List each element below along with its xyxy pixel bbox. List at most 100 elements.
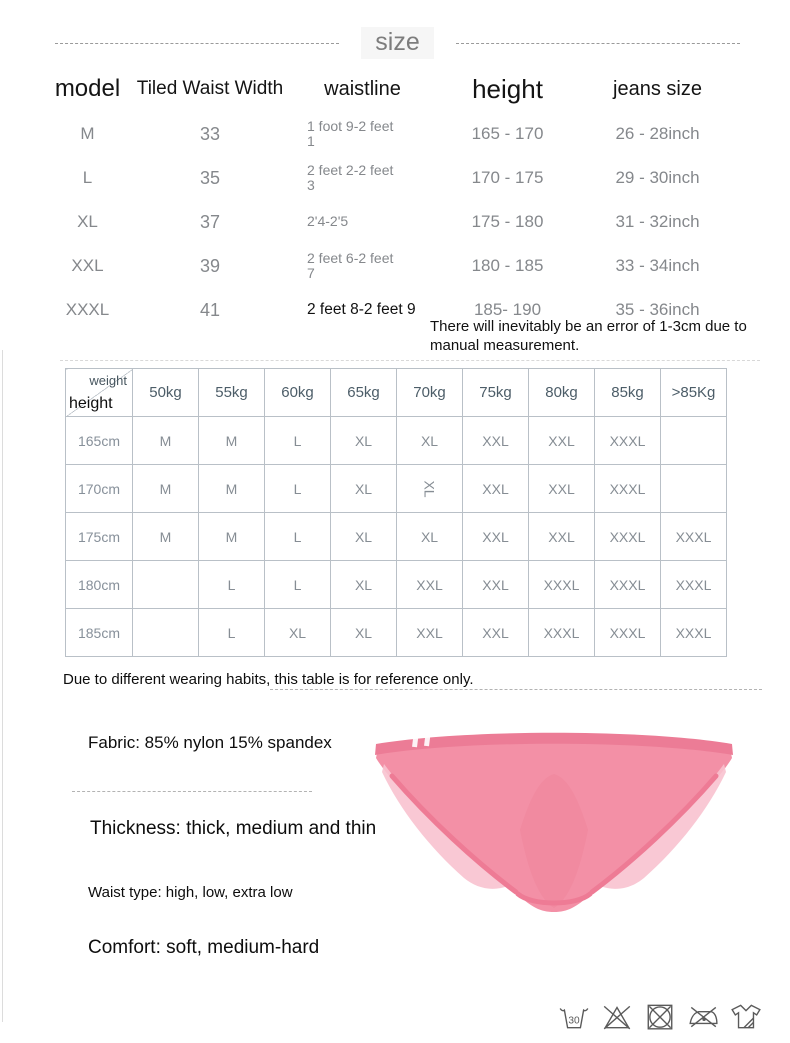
weight-height-matrix-table: weight height 50kg 55kg 60kg 65kg 70kg 75kg 80… [65,368,727,657]
matrix-size-cell: M [198,464,265,513]
care-instructions: 30 [558,1000,762,1032]
matrix-size-cell: XXXL [528,608,595,657]
size-table-cell: 35 - 36inch [615,300,700,319]
size-table-cell: XXXL [65,300,110,319]
matrix-height-header: 175cm [65,512,133,561]
size-table-row: XL 37 2'4-2'5 175 - 180 31 - 32inch [40,200,740,244]
matrix-size-cell: XXL [396,560,463,609]
matrix-size-cell: XXL [528,512,595,561]
matrix-size-cell: XXL [396,608,463,657]
do-not-iron-icon [689,1006,718,1028]
matrix-size-cell: XXXL [660,512,727,561]
dashed-divider-left [55,42,340,44]
matrix-height-header: 180cm [65,560,133,609]
matrix-size-cell: XL [396,416,463,465]
size-table-cell: 175 - 180 [471,212,544,231]
size-table-cell: 2 feet 6-2 feet 7 [307,249,394,281]
matrix-weight-header: 75kg [462,368,529,417]
size-table: model Tiled Waist Width waistline height… [40,66,740,332]
size-table-row: XXXL 41 2 feet 8-2 feet 9 185- 190 35 - 36in… [40,288,740,332]
matrix-size-cell: XL [330,560,397,609]
matrix-size-cell: XXXL [660,608,727,657]
size-table-cell: 37 [199,211,221,232]
size-table-cell: 185- 190 [473,300,542,319]
do-not-bleach-icon [603,1005,631,1030]
measurement-error-note: There will inevitably be an error of 1-3… [430,318,747,354]
fabric-detail: Fabric: 85% nylon 15% spandex [88,733,332,752]
size-table-cell: 2'4-2'5 [307,213,349,230]
matrix-size-cell: XXL [462,560,529,609]
matrix-size-cell: XXXL [528,560,595,609]
corner-label-weight: weight [89,373,127,388]
size-table-row: M 33 1 foot 9-2 feet 1 165 - 170 26 - 28inch [40,112,740,156]
matrix-size-cell [132,560,199,609]
matrix-size-cell [660,416,727,465]
matrix-height-header: 185cm [65,608,133,657]
dashed-divider-right [455,42,740,44]
size-table-row: L 35 2 feet 2-2 feet 3 170 - 175 29 - 30inch [40,156,740,200]
size-table-cell: 2 feet 2-2 feet 3 [307,161,394,193]
garment-care-icon [731,1004,761,1029]
matrix-size-cell [660,464,727,513]
column-header-waistline: waistline [324,77,401,100]
matrix-size-cell: XL [396,464,463,513]
do-not-tumble-dry-icon [647,1004,673,1030]
matrix-weight-header: 70kg [396,368,463,417]
matrix-size-cell [132,608,199,657]
matrix-weight-header: 85kg [594,368,661,417]
matrix-size-cell: XL [330,608,397,657]
matrix-weight-header: 50kg [132,368,199,417]
size-table-cell: 170 - 175 [471,168,544,187]
matrix-size-cell: L [264,416,331,465]
size-table-cell: 29 - 30inch [615,168,700,187]
size-table-cell: 33 [199,123,221,144]
matrix-size-cell: XXL [528,416,595,465]
matrix-weight-header: >85Kg [660,368,727,417]
matrix-weight-header: 65kg [330,368,397,417]
matrix-size-cell: XXL [462,464,529,513]
matrix-weight-header: 55kg [198,368,265,417]
svg-text:30: 30 [568,1015,580,1026]
matrix-size-cell: XXXL [594,464,661,513]
matrix-size-cell: M [132,464,199,513]
matrix-row: 175cm M M L XL XL XXL XXL XXXL XXXL [65,512,727,561]
matrix-size-cell: XL [330,512,397,561]
column-header-tiled-waist-width: Tiled Waist Width [136,78,284,99]
size-table-cell: 31 - 32inch [615,212,700,231]
matrix-row: 185cm L XL XL XXL XXL XXXL XXXL XXXL [65,608,727,657]
matrix-size-cell: XL [264,608,331,657]
size-table-cell: 33 - 34inch [615,256,700,275]
thickness-detail: Thickness: thick, medium and thin [90,818,377,839]
matrix-size-cell: XXXL [594,608,661,657]
reference-only-note: Due to different wearing habits, this ta… [63,671,474,688]
matrix-size-cell: XXXL [594,512,661,561]
size-table-cell: 35 [199,167,221,188]
matrix-size-cell: XXXL [660,560,727,609]
matrix-size-cell: L [198,560,265,609]
corner-label-height: height [69,395,113,412]
column-header-jeans-size: jeans size [613,77,702,100]
size-table-cell: 39 [199,255,221,276]
matrix-row: 170cm M M L XL XL XXL XXL XXXL [65,464,727,513]
matrix-height-header: 170cm [65,464,133,513]
dashed-divider-details [72,791,312,792]
size-table-cell: 2 feet 8-2 feet 9 [307,301,416,319]
size-table-cell: M [80,124,95,143]
matrix-size-cell: XL [396,512,463,561]
matrix-size-cell: L [264,464,331,513]
matrix-size-cell: XXL [462,512,529,561]
size-table-header-row: model Tiled Waist Width waistline height… [40,66,740,112]
faint-dashed-divider [60,360,760,361]
waist-type-detail: Waist type: high, low, extra low [88,884,293,901]
column-header-model: model [54,75,121,102]
matrix-size-cell: M [132,416,199,465]
size-table-cell: 26 - 28inch [615,124,700,143]
matrix-size-cell: M [132,512,199,561]
size-table-body: M 33 1 foot 9-2 feet 1 165 - 170 26 - 28inch… [40,112,740,332]
column-header-height: height [472,73,543,104]
product-photo-pink-briefs [375,730,733,912]
matrix-corner-cell: weight height [65,368,133,417]
size-section-header: size [55,27,740,59]
matrix-row: 165cm M M L XL XL XXL XXL XXXL [65,416,727,465]
